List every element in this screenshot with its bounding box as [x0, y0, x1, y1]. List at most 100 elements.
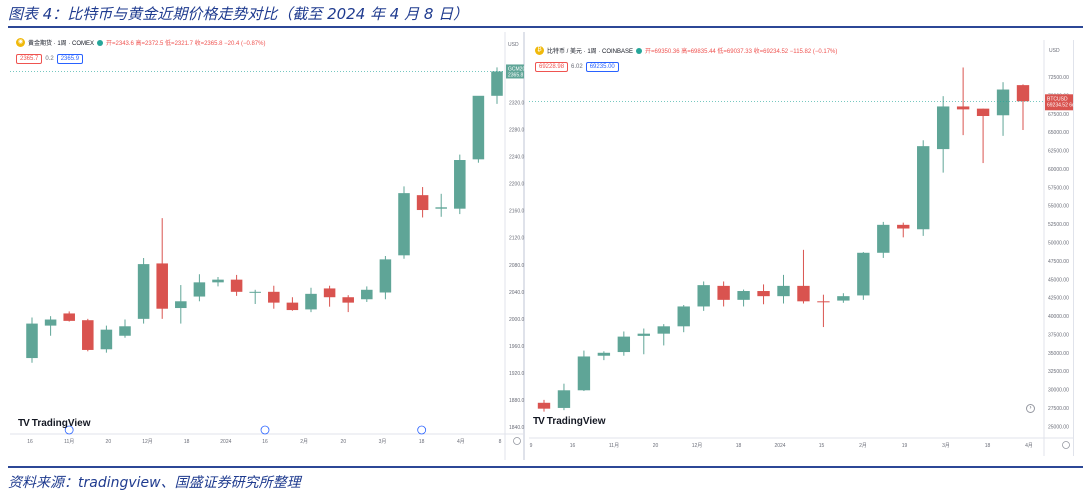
x-tick-label: 4月 — [1025, 443, 1033, 449]
gold-legend: ◉ 黄金期货 · 1周 · COMEX 开=2343.6 高=2372.5 低=… — [16, 38, 265, 47]
candle-body[interactable] — [193, 282, 206, 297]
candle-body[interactable] — [797, 285, 810, 302]
last-price-value: 2365.8 — [508, 72, 524, 78]
candle-body[interactable] — [361, 289, 373, 300]
btc-candlestick-chart[interactable]: 72500.0070000.0067500.0065000.0062500.00… — [529, 40, 1074, 456]
candle-body[interactable] — [156, 263, 168, 309]
gold-coin-icon: ◉ — [16, 38, 25, 47]
event-marker-icon[interactable] — [64, 425, 74, 435]
candle-body[interactable] — [82, 320, 94, 350]
gold-bid-button[interactable]: 2365.7 — [16, 54, 43, 64]
candle-body[interactable] — [472, 95, 485, 160]
y-tick-label: 45000.00 — [1048, 277, 1069, 283]
time-axis-settings-icon[interactable] — [513, 437, 521, 445]
last-price-badge — [1045, 94, 1073, 111]
gold-ohlc-values: 开=2343.6 高=2372.5 低=2321.7 收=2365.8 −20.… — [106, 41, 266, 47]
time-axis-settings-icon[interactable] — [1062, 441, 1070, 449]
candle-body[interactable] — [557, 390, 571, 408]
x-tick-label: 9 — [530, 443, 533, 449]
event-marker-icon[interactable] — [260, 425, 270, 435]
y-tick-label: 35000.00 — [1048, 351, 1069, 357]
candle-body[interactable] — [379, 259, 392, 293]
figure-title: 图表 4：比特币与黄金近期价格走势对比（截至 2024 年 4 月 8 日） — [8, 5, 469, 23]
last-price-symbol: GCM2024 — [508, 66, 525, 72]
candle-body[interactable] — [757, 291, 770, 297]
candle-body[interactable] — [677, 306, 690, 327]
btc-currency-label[interactable]: USD — [1049, 48, 1060, 54]
figure-source: 资料来源：tradingview、国盛证券研究所整理 — [8, 475, 301, 491]
gold-candlestick-chart[interactable]: 2320.02280.02240.02200.02160.02120.02080… — [10, 32, 525, 460]
chart-settings-icon[interactable]: › — [1026, 404, 1035, 413]
event-marker-icon[interactable] — [417, 425, 427, 435]
candle-body[interactable] — [817, 301, 830, 303]
candle-body[interactable] — [100, 329, 113, 350]
candle-body[interactable] — [737, 291, 750, 300]
candle-body[interactable] — [537, 402, 551, 409]
y-tick-label: 65000.00 — [1048, 130, 1069, 136]
candle-body[interactable] — [877, 224, 890, 253]
candle-body[interactable] — [917, 146, 930, 230]
candle-body[interactable] — [637, 333, 650, 336]
candle-body[interactable] — [305, 293, 317, 310]
candle-body[interactable] — [956, 106, 970, 110]
x-tick-label: 12月 — [142, 439, 153, 445]
candle-body[interactable] — [398, 193, 410, 256]
candle-body[interactable] — [416, 195, 429, 211]
candle-body[interactable] — [44, 319, 57, 326]
candle-body[interactable] — [597, 352, 611, 356]
btc-tradingview-logo[interactable]: TV TradingView — [533, 416, 606, 427]
y-tick-label: 2320.0 — [509, 101, 525, 107]
bottom-rule — [8, 466, 1083, 468]
candle-body[interactable] — [491, 71, 503, 96]
y-tick-label: 40000.00 — [1048, 314, 1069, 320]
btc-symbol-name[interactable]: 比特币 / 美元 · 1周 · COINBASE — [547, 49, 634, 55]
x-tick-label: 20 — [341, 439, 347, 445]
gold-ask-button[interactable]: 2365.9 — [56, 54, 84, 64]
last-price-symbol: BTCUSD — [1047, 96, 1068, 102]
btc-chart-panel[interactable]: 72500.0070000.0067500.0065000.0062500.00… — [529, 40, 1074, 456]
gold-currency-label[interactable]: USD — [508, 42, 519, 48]
y-tick-label: 2120.0 — [509, 236, 525, 242]
candle-body[interactable] — [26, 323, 38, 359]
btc-bid-button[interactable]: 69228.98 — [535, 62, 569, 72]
candle-body[interactable] — [897, 224, 910, 229]
candle-body[interactable] — [996, 89, 1010, 116]
btc-ask-button[interactable]: 69235.00 — [585, 62, 619, 72]
candle-body[interactable] — [717, 285, 730, 300]
candle-body[interactable] — [119, 326, 131, 336]
candle-body[interactable] — [777, 285, 790, 297]
candle-body[interactable] — [230, 279, 243, 292]
candle-body[interactable] — [323, 288, 336, 298]
y-tick-label: 2080.0 — [509, 263, 525, 269]
candle-body[interactable] — [454, 160, 466, 209]
gold-tradingview-logo[interactable]: TV TradingView — [18, 418, 91, 429]
y-tick-label: 2160.0 — [509, 209, 525, 215]
candle-body[interactable] — [1016, 85, 1030, 102]
candle-body[interactable] — [268, 291, 280, 303]
candle-body[interactable] — [577, 356, 591, 391]
candle-body[interactable] — [63, 313, 75, 321]
y-tick-label: 2240.0 — [509, 155, 525, 161]
gold-symbol-name[interactable]: 黄金期货 · 1周 · COMEX — [28, 41, 95, 47]
candle-body[interactable] — [342, 297, 354, 303]
candle-body[interactable] — [175, 301, 187, 309]
x-tick-label: 4月 — [457, 439, 465, 445]
gold-chart-panel[interactable]: 2320.0 2280.0 2240.0 2200.0 2160.0 2120.0 2080… — [10, 32, 525, 460]
gold-spread: 0.2 — [45, 56, 54, 62]
candle-body[interactable] — [617, 336, 631, 353]
candle-body[interactable] — [137, 264, 150, 319]
candle-body[interactable] — [249, 291, 261, 293]
x-tick-label: 20 — [106, 439, 112, 445]
candle-body[interactable] — [697, 285, 710, 307]
y-tick-label: 57500.00 — [1048, 185, 1069, 191]
candle-body[interactable] — [936, 106, 950, 150]
candle-body[interactable] — [435, 207, 447, 209]
candle-body[interactable] — [212, 279, 224, 283]
candle-body[interactable] — [657, 326, 670, 334]
y-tick-label: 42500.00 — [1048, 296, 1069, 302]
candle-body[interactable] — [976, 108, 990, 117]
y-tick-label: 1840.0 — [509, 425, 525, 431]
candle-body[interactable] — [286, 302, 299, 311]
candle-body[interactable] — [837, 296, 850, 301]
candle-body[interactable] — [857, 252, 870, 296]
